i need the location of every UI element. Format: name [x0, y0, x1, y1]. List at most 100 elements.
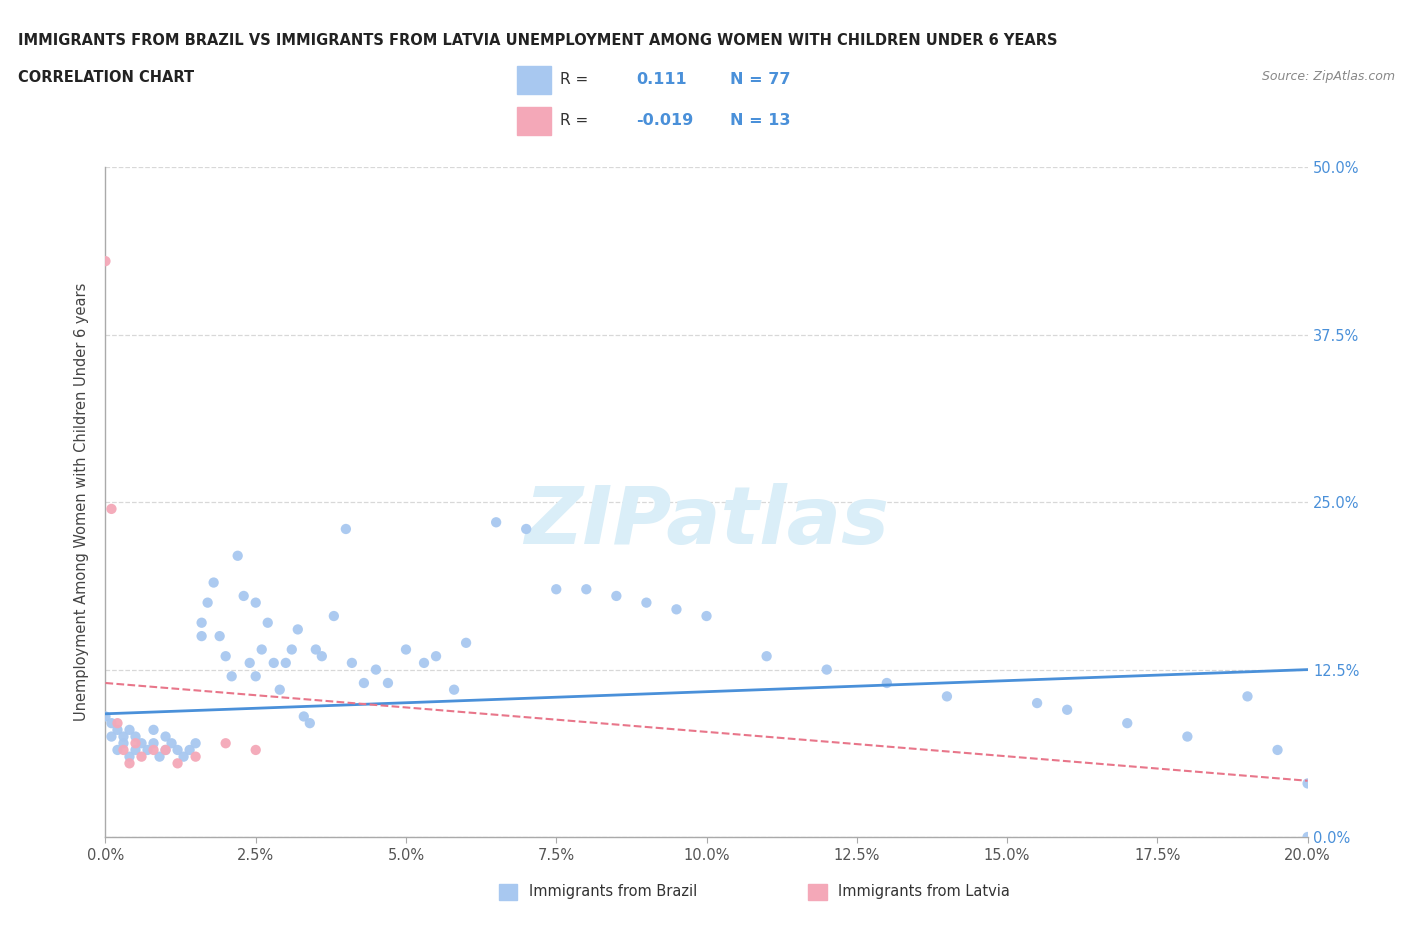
Point: [353, 675, 375, 690]
Point: [190, 616, 212, 631]
Point: [190, 629, 212, 644]
Point: [305, 642, 328, 657]
Point: [184, 736, 207, 751]
Point: [263, 656, 285, 671]
Point: [515, 522, 537, 537]
Point: [173, 750, 195, 764]
Point: [226, 549, 249, 564]
Point: [395, 642, 418, 657]
Point: [245, 742, 267, 757]
Point: [107, 742, 129, 757]
Point: [413, 656, 436, 671]
Point: [876, 675, 898, 690]
Point: [281, 642, 304, 657]
Point: [112, 736, 135, 751]
Point: [142, 723, 165, 737]
Point: [94, 709, 117, 724]
Bar: [517, 65, 551, 94]
Point: [155, 742, 177, 757]
Point: [377, 675, 399, 690]
Point: [142, 736, 165, 751]
Point: [118, 756, 141, 771]
Point: [100, 501, 122, 516]
Point: [1175, 729, 1198, 744]
Point: [112, 742, 135, 757]
Point: [1267, 742, 1289, 757]
Point: [605, 589, 627, 604]
Y-axis label: Unemployment Among Women with Children Under 6 years: Unemployment Among Women with Children U…: [75, 283, 90, 722]
Point: [155, 742, 177, 757]
Point: [202, 575, 225, 590]
Point: [269, 683, 291, 698]
Point: [100, 716, 122, 731]
Point: [485, 515, 508, 530]
Point: [1296, 830, 1319, 844]
Point: [364, 662, 387, 677]
Point: [936, 689, 959, 704]
Point: [665, 602, 688, 617]
Point: [443, 683, 465, 698]
Point: [256, 616, 278, 631]
Point: [221, 669, 243, 684]
Point: [696, 608, 718, 623]
Point: [335, 522, 357, 537]
Text: 0.111: 0.111: [637, 72, 688, 86]
Bar: [517, 107, 551, 136]
Point: [322, 608, 344, 623]
Point: [136, 742, 159, 757]
Point: [1236, 689, 1258, 704]
Point: [166, 756, 188, 771]
Point: [214, 649, 236, 664]
Point: [245, 669, 267, 684]
Point: [1026, 696, 1049, 711]
Point: [107, 716, 129, 731]
Point: [239, 656, 262, 671]
Point: [148, 750, 170, 764]
Text: IMMIGRANTS FROM BRAZIL VS IMMIGRANTS FROM LATVIA UNEMPLOYMENT AMONG WOMEN WITH C: IMMIGRANTS FROM BRAZIL VS IMMIGRANTS FRO…: [18, 33, 1057, 47]
Point: [124, 736, 146, 751]
Point: [636, 595, 658, 610]
Point: [142, 742, 165, 757]
Point: [118, 723, 141, 737]
Point: [340, 656, 363, 671]
Text: -0.019: -0.019: [637, 113, 693, 128]
Point: [112, 729, 135, 744]
Point: [298, 716, 321, 731]
Point: [1116, 716, 1139, 731]
Point: [274, 656, 297, 671]
Point: [197, 595, 219, 610]
Point: [815, 662, 838, 677]
Text: N = 77: N = 77: [730, 72, 790, 86]
Point: [208, 629, 231, 644]
Point: [160, 736, 183, 751]
Point: [131, 736, 153, 751]
Point: [124, 729, 146, 744]
Point: [755, 649, 778, 664]
Point: [131, 750, 153, 764]
Point: [107, 723, 129, 737]
Point: [214, 736, 236, 751]
Point: [292, 709, 315, 724]
Text: Immigrants from Brazil: Immigrants from Brazil: [529, 884, 697, 899]
Text: Source: ZipAtlas.com: Source: ZipAtlas.com: [1261, 70, 1395, 83]
Text: N = 13: N = 13: [730, 113, 790, 128]
Point: [1296, 776, 1319, 790]
Text: CORRELATION CHART: CORRELATION CHART: [18, 70, 194, 85]
Text: R =: R =: [560, 72, 589, 86]
Point: [100, 729, 122, 744]
Point: [425, 649, 447, 664]
Text: R =: R =: [560, 113, 589, 128]
Point: [94, 254, 117, 269]
Point: [1056, 702, 1078, 717]
Point: [232, 589, 254, 604]
Point: [155, 729, 177, 744]
Point: [184, 750, 207, 764]
Point: [575, 582, 598, 597]
Point: [454, 635, 477, 650]
Point: [311, 649, 333, 664]
Point: [118, 750, 141, 764]
Point: [245, 595, 267, 610]
Text: Immigrants from Latvia: Immigrants from Latvia: [838, 884, 1010, 899]
Point: [250, 642, 273, 657]
Point: [546, 582, 568, 597]
